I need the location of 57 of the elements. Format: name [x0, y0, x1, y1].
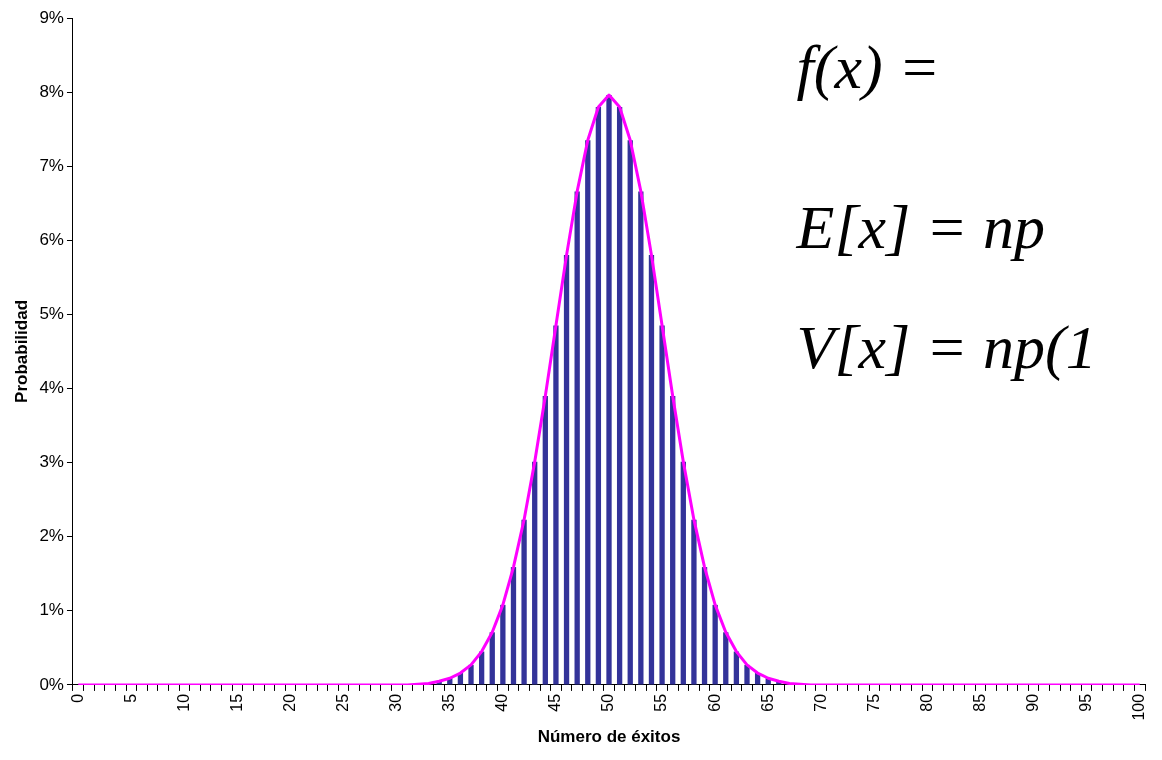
x-tick-label: 55	[652, 693, 670, 712]
annotation: V[x] = np(1	[796, 312, 1097, 382]
y-tick-label: 0%	[39, 674, 64, 694]
annotation: E[x] = np	[795, 192, 1046, 261]
bar	[606, 95, 612, 685]
bar	[680, 461, 686, 685]
bar	[521, 519, 527, 685]
x-tick-label: 80	[917, 693, 935, 712]
y-tick-label: 9%	[39, 7, 64, 27]
x-tick-label: 40	[493, 693, 511, 712]
bar	[616, 106, 623, 685]
bar	[510, 567, 517, 685]
y-tick-label: 6%	[39, 229, 64, 249]
y-tick-label: 1%	[39, 600, 64, 620]
x-tick-label: 0	[68, 693, 86, 703]
x-tick-label: 10	[174, 693, 192, 712]
y-tick-label: 4%	[39, 378, 64, 398]
bar	[648, 255, 655, 685]
x-tick-label: 5	[121, 693, 139, 703]
bar	[563, 255, 570, 685]
bar	[659, 325, 665, 685]
x-tick-label: 50	[599, 693, 617, 712]
x-tick-label: 75	[864, 693, 882, 712]
x-axis-title: Número de éxitos	[537, 727, 681, 747]
x-tick-label: 85	[970, 693, 988, 712]
x-tick-label: 65	[758, 693, 776, 712]
x-tick-label: 100	[1130, 693, 1148, 721]
x-tick-label: 60	[705, 693, 723, 712]
x-tick-label: 20	[280, 693, 298, 712]
bar	[468, 664, 474, 685]
x-tick-label: 70	[811, 693, 829, 712]
x-tick-label: 25	[334, 693, 352, 712]
x-tick-label: 35	[440, 693, 458, 712]
bar	[553, 325, 559, 685]
x-tick-label: 45	[546, 693, 564, 712]
bar	[670, 395, 676, 685]
y-tick-label: 5%	[39, 304, 64, 324]
x-tick-label: 95	[1077, 693, 1095, 712]
annotation: f(x) =	[796, 32, 940, 102]
bar	[627, 140, 633, 685]
y-tick-label: 2%	[39, 526, 64, 546]
bar	[574, 191, 580, 685]
bar	[542, 395, 548, 685]
bar	[595, 106, 602, 685]
bar	[744, 664, 750, 685]
bar	[585, 140, 591, 685]
y-tick-label: 7%	[39, 155, 64, 175]
y-axis-title: Probabilidad	[11, 299, 31, 403]
bar	[500, 604, 506, 685]
x-tick-label: 90	[1024, 693, 1041, 712]
x-tick-label: 15	[227, 693, 245, 712]
bar	[638, 191, 644, 685]
y-tick-label: 3%	[39, 452, 64, 472]
x-tick-label: 30	[387, 693, 405, 712]
bar	[691, 519, 697, 685]
y-tick-label: 8%	[39, 81, 64, 101]
bar	[532, 461, 538, 685]
